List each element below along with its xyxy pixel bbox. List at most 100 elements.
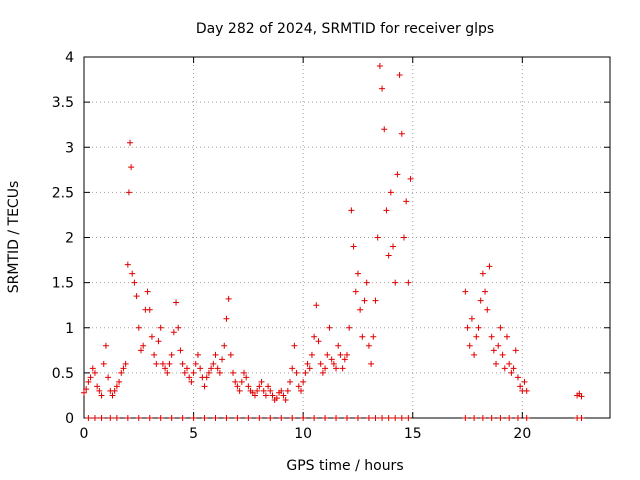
data-point xyxy=(365,342,372,349)
data-point xyxy=(278,387,285,394)
data-point xyxy=(510,365,517,372)
data-point xyxy=(190,369,197,376)
y-tick-label: 1 xyxy=(65,321,74,337)
data-point xyxy=(506,360,513,367)
x-tick-label: 0 xyxy=(80,426,89,442)
data-point xyxy=(221,342,228,349)
data-point xyxy=(234,383,241,390)
zero-marker xyxy=(278,415,285,421)
data-point xyxy=(236,387,243,394)
zero-marker xyxy=(365,415,372,421)
data-point xyxy=(243,374,250,381)
y-tick-label: 3 xyxy=(65,140,74,156)
data-point xyxy=(390,243,397,250)
data-point xyxy=(83,386,90,393)
x-tick-label: 5 xyxy=(189,426,198,442)
data-point xyxy=(324,351,331,358)
data-point xyxy=(254,387,261,394)
zero-marker xyxy=(223,415,230,421)
zero-marker xyxy=(234,415,241,421)
zero-marker xyxy=(168,415,175,421)
data-point xyxy=(291,342,298,349)
data-point xyxy=(297,387,304,394)
data-point xyxy=(370,333,377,340)
data-point xyxy=(153,360,160,367)
data-point xyxy=(346,324,353,331)
data-point xyxy=(179,360,186,367)
zero-marker xyxy=(98,415,105,421)
data-point xyxy=(287,378,294,385)
data-point xyxy=(184,365,191,372)
data-point xyxy=(122,360,129,367)
data-point xyxy=(280,392,287,399)
x-tick-label: 10 xyxy=(294,426,312,442)
data-point xyxy=(317,360,324,367)
data-point xyxy=(128,164,135,171)
data-point xyxy=(111,387,118,394)
zero-marker xyxy=(405,415,412,421)
data-point xyxy=(238,378,245,385)
data-point xyxy=(214,365,221,372)
data-point xyxy=(225,295,232,302)
data-point xyxy=(335,342,342,349)
data-point xyxy=(405,279,412,286)
data-point xyxy=(125,189,132,196)
data-point xyxy=(256,383,263,390)
data-point xyxy=(273,395,280,402)
tick-labels: 0 5 10 15 20 0 0.5 1 1.5 2 2.5 3 3.5 4 xyxy=(52,50,532,442)
data-point xyxy=(227,351,234,358)
zero-marker xyxy=(488,415,495,421)
data-point xyxy=(91,369,98,376)
data-point xyxy=(503,333,510,340)
data-point xyxy=(232,378,239,385)
zero-marker xyxy=(479,415,486,421)
data-point xyxy=(144,288,151,295)
data-point xyxy=(477,297,484,304)
data-point xyxy=(164,369,171,376)
zero-marker xyxy=(344,415,350,421)
data-point xyxy=(170,329,177,336)
data-point xyxy=(105,374,112,381)
data-point xyxy=(216,369,223,376)
data-point xyxy=(344,351,350,358)
zero-marker xyxy=(497,415,504,421)
data-point xyxy=(488,333,495,340)
data-point xyxy=(192,360,199,367)
data-point xyxy=(392,279,399,286)
data-point xyxy=(398,130,405,137)
data-point xyxy=(479,270,486,277)
chart-title: Day 282 of 2024, SRMTID for receiver glp… xyxy=(196,21,494,37)
zero-marker xyxy=(514,415,521,421)
data-point xyxy=(311,333,318,340)
data-point xyxy=(521,378,528,385)
zero-marker xyxy=(392,415,399,421)
data-point xyxy=(379,85,386,92)
data-point xyxy=(258,378,265,385)
data-point xyxy=(175,324,182,331)
data-point xyxy=(466,342,473,349)
zero-marker xyxy=(398,415,405,421)
data-point xyxy=(381,126,388,133)
data-point xyxy=(113,383,120,390)
data-point xyxy=(223,315,230,322)
data-point xyxy=(181,369,188,376)
data-point xyxy=(403,198,410,205)
data-point xyxy=(471,351,478,358)
data-point xyxy=(197,365,204,372)
zero-marker xyxy=(157,415,164,421)
data-point xyxy=(120,365,127,372)
data-point xyxy=(495,342,502,349)
zero-marker xyxy=(267,415,274,421)
zero-marker xyxy=(523,415,530,421)
data-point xyxy=(302,369,309,376)
data-point xyxy=(490,347,497,354)
data-point xyxy=(205,369,212,376)
data-point xyxy=(131,279,138,286)
data-point xyxy=(159,360,166,367)
data-point xyxy=(194,351,201,358)
y-tick-label: 4 xyxy=(65,50,74,66)
data-point xyxy=(508,369,515,376)
data-point xyxy=(201,383,208,390)
grid xyxy=(84,57,610,418)
data-point xyxy=(387,189,394,196)
